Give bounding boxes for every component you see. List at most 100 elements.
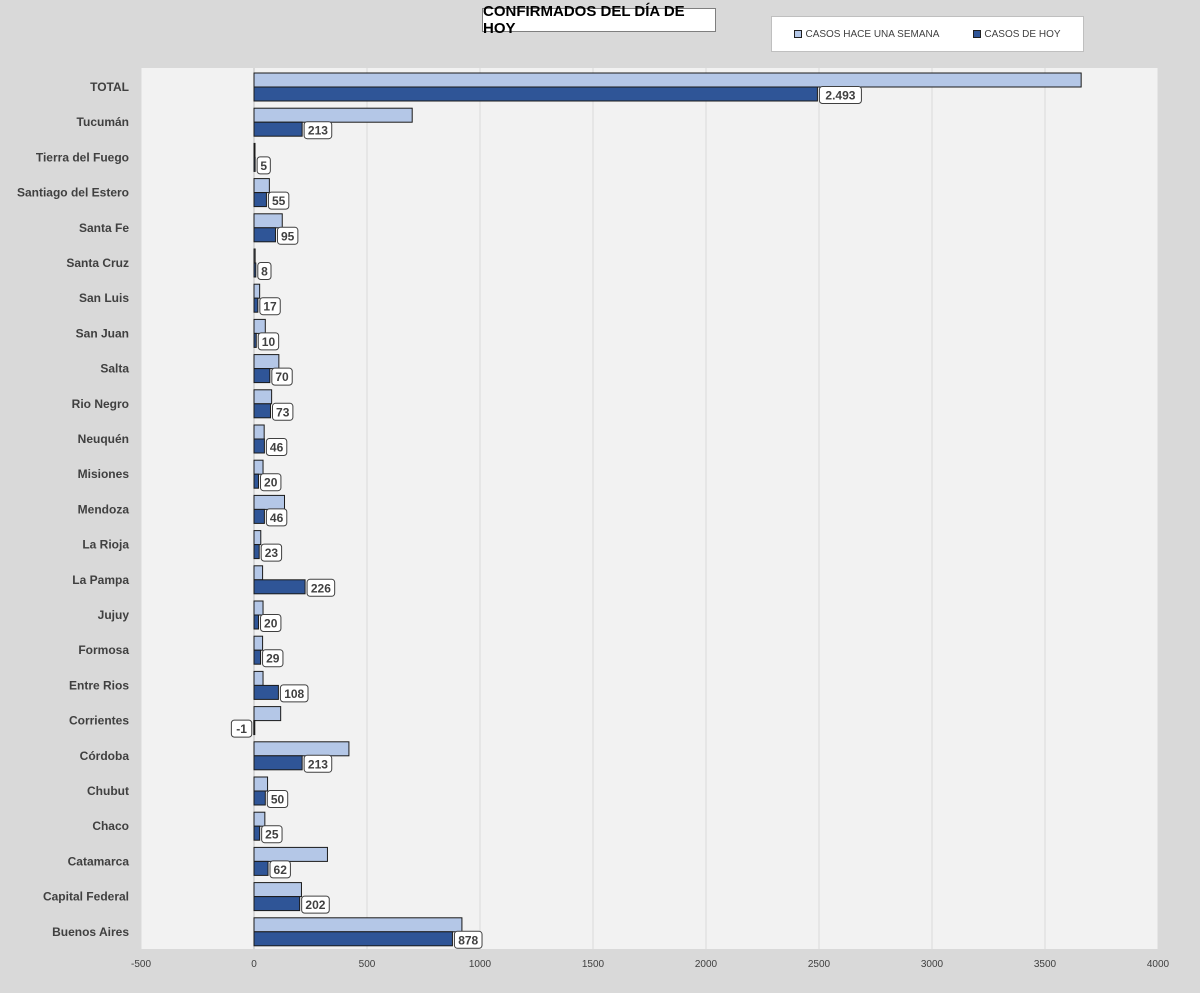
data-label-box	[259, 297, 281, 316]
bar-last-week	[253, 213, 283, 229]
bar-last-week	[253, 107, 413, 123]
data-label: 46	[270, 441, 284, 455]
category-label: San Luis	[79, 291, 129, 305]
data-label: 878	[458, 933, 478, 947]
bar-today	[253, 156, 256, 172]
category-label: Capital Federal	[43, 890, 129, 904]
data-label: 25	[265, 828, 279, 842]
bar-today	[253, 720, 256, 736]
data-label: 213	[308, 124, 328, 138]
bar-last-week	[253, 811, 266, 827]
data-label: 95	[281, 229, 295, 243]
data-label: 73	[276, 405, 290, 419]
data-label-box	[265, 438, 288, 456]
category-label: Santa Fe	[79, 221, 129, 235]
bar-last-week	[253, 706, 282, 722]
category-label: Misiones	[78, 467, 130, 481]
category-label: Mendoza	[78, 502, 130, 516]
bar-last-week	[253, 565, 264, 581]
data-label-box	[257, 262, 272, 280]
bar-today	[253, 649, 262, 665]
bar-last-week	[253, 600, 264, 616]
data-label: 20	[264, 476, 278, 490]
data-label: 108	[284, 687, 304, 701]
x-tick-label: 1000	[469, 959, 492, 970]
bar-today	[253, 931, 453, 947]
data-label-box	[267, 191, 290, 210]
bar-last-week	[253, 72, 1082, 88]
category-label: San Juan	[76, 326, 129, 340]
bar-last-week	[253, 318, 266, 334]
data-label: 226	[311, 581, 331, 595]
data-label: 5	[260, 159, 267, 173]
data-label-box	[260, 473, 282, 492]
x-tick-label: 4000	[1147, 959, 1170, 970]
bar-last-week	[253, 917, 463, 933]
category-label: Tierra del Fuego	[36, 150, 129, 164]
data-label: 20	[264, 617, 278, 631]
category-label: Santa Cruz	[66, 256, 129, 270]
data-label-box	[260, 614, 282, 632]
bar-today	[253, 684, 279, 700]
category-label: Chubut	[87, 784, 129, 798]
bar-today	[253, 262, 257, 278]
bar-today	[253, 368, 271, 384]
bar-today	[253, 86, 818, 102]
bar-today	[253, 860, 269, 876]
category-label: TOTAL	[90, 80, 129, 94]
data-label-box	[256, 156, 271, 175]
bar-last-week	[253, 741, 350, 757]
category-label: Jujuy	[98, 608, 130, 622]
bar-last-week	[253, 248, 256, 264]
category-label: Rio Negro	[72, 397, 129, 411]
data-label-box	[306, 578, 336, 597]
bar-last-week	[253, 494, 286, 510]
data-label-box	[266, 790, 289, 808]
data-label: 55	[272, 194, 286, 208]
x-axis-ticks: -500 0 500 1000 1500 2000 2500 3000 3500 4000	[131, 959, 1170, 970]
bar-today	[253, 297, 259, 313]
category-label: Chaco	[92, 819, 129, 833]
data-label-box	[303, 754, 333, 773]
data-label-box	[271, 402, 294, 421]
chart-title: CONFIRMADOS DEL DÍA DE HOY	[482, 3, 716, 37]
category-label: La Rioja	[82, 538, 129, 552]
x-tick-label: 3000	[921, 959, 944, 970]
legend-label-today: CASOS DE HOY	[984, 28, 1061, 40]
data-label-box	[230, 719, 253, 738]
data-label: 62	[274, 863, 288, 877]
data-label: -1	[236, 722, 247, 736]
data-label-box	[261, 825, 283, 844]
data-label-box	[301, 895, 330, 914]
bar-today	[253, 403, 271, 419]
bar-last-week	[253, 530, 262, 546]
category-label: Tucumán	[77, 115, 129, 129]
category-label: Corrientes	[69, 714, 129, 728]
bar-last-week	[253, 283, 261, 299]
bar-last-week	[253, 142, 256, 158]
x-tick-label: 1500	[582, 959, 605, 970]
category-label: Santiago del Estero	[17, 186, 129, 200]
bar-last-week	[253, 459, 264, 475]
legend-item-last-week: CASOS HACE UNA SEMANA	[794, 29, 939, 40]
data-label: 50	[271, 793, 285, 807]
bar-today	[253, 755, 303, 771]
x-tick-label: 2000	[695, 959, 718, 970]
bar-today	[253, 192, 267, 208]
data-label: 202	[305, 898, 325, 912]
x-tick-label: 0	[251, 959, 257, 970]
bars	[253, 72, 1082, 947]
bar-today	[253, 438, 265, 454]
data-label: 46	[270, 511, 284, 525]
bar-last-week	[253, 389, 273, 405]
category-label: Salta	[100, 362, 129, 376]
bar-last-week	[253, 635, 264, 651]
x-tick-label: -500	[131, 959, 151, 970]
bar-today	[253, 227, 276, 243]
bar-today	[253, 121, 303, 137]
data-label: 17	[263, 300, 277, 314]
bar-last-week	[253, 846, 328, 862]
category-label: Formosa	[78, 643, 129, 657]
bar-today	[253, 579, 306, 595]
bar-today	[253, 614, 260, 630]
